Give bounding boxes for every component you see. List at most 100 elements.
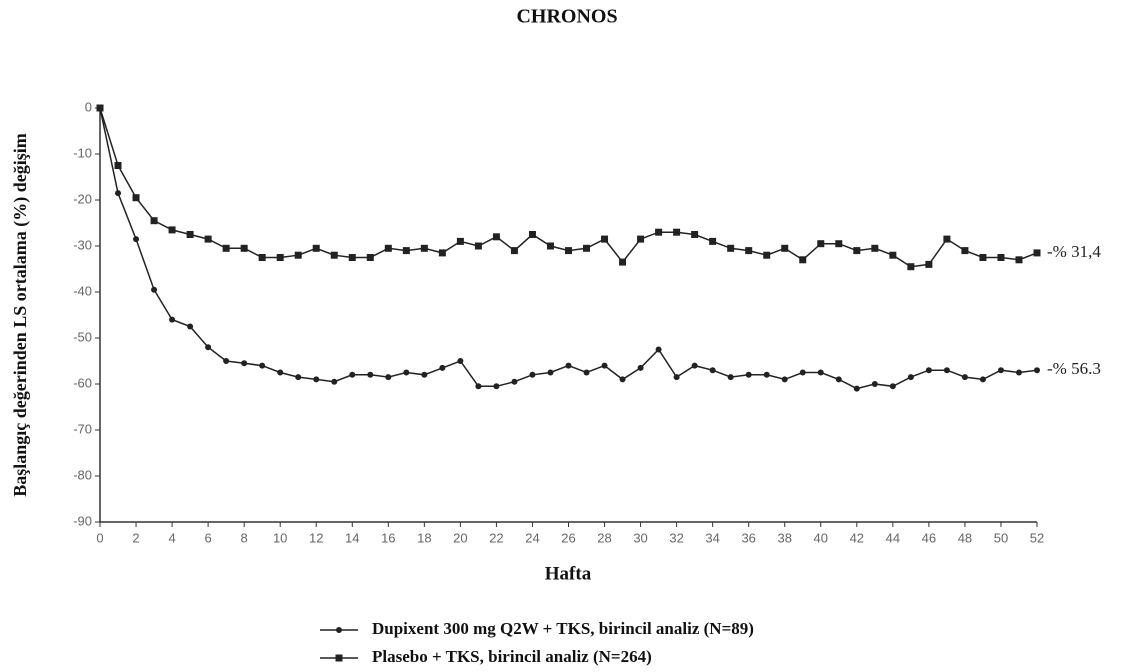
marker — [853, 247, 861, 255]
marker — [619, 258, 627, 266]
marker — [1015, 256, 1023, 264]
marker — [961, 374, 968, 381]
marker — [475, 383, 482, 390]
x-tick-label: 4 — [168, 530, 175, 545]
marker — [510, 247, 518, 255]
marker — [943, 235, 951, 243]
marker — [889, 383, 896, 390]
y-tick-label: -90 — [73, 513, 92, 528]
marker — [456, 237, 464, 245]
marker — [745, 371, 752, 378]
marker — [763, 251, 771, 259]
y-tick-label: -70 — [73, 421, 92, 436]
marker — [420, 244, 428, 252]
marker — [799, 256, 807, 264]
marker — [438, 249, 446, 257]
marker — [673, 374, 680, 381]
marker — [132, 194, 140, 202]
marker — [907, 374, 914, 381]
marker — [961, 247, 969, 255]
marker — [817, 240, 825, 248]
marker — [403, 369, 410, 376]
marker — [943, 367, 950, 374]
marker — [871, 244, 879, 252]
legend-label: Plasebo + TKS, birincil analiz (N=264) — [372, 647, 652, 666]
marker — [673, 228, 681, 236]
x-tick-label: 48 — [958, 530, 972, 545]
marker — [619, 376, 626, 383]
marker — [925, 367, 932, 374]
marker — [421, 371, 428, 378]
x-tick-label: 24 — [525, 530, 539, 545]
x-tick-label: 40 — [814, 530, 828, 545]
x-tick-label: 38 — [777, 530, 791, 545]
marker — [348, 254, 356, 261]
marker — [727, 374, 734, 381]
marker — [168, 226, 176, 234]
marker — [781, 244, 789, 252]
marker — [312, 244, 320, 252]
marker — [529, 371, 536, 378]
marker — [241, 360, 248, 367]
marker — [547, 369, 554, 376]
x-tick-label: 30 — [633, 530, 647, 545]
marker — [277, 369, 284, 376]
marker — [871, 381, 878, 387]
marker — [204, 235, 212, 243]
marker — [817, 369, 824, 376]
marker — [240, 244, 248, 252]
x-tick-label: 8 — [241, 530, 248, 545]
x-tick-label: 6 — [204, 530, 211, 545]
marker — [1015, 369, 1022, 376]
marker — [1033, 249, 1041, 257]
marker — [565, 362, 572, 369]
x-tick-label: 50 — [994, 530, 1008, 545]
end-label: -% 56.3 — [1047, 359, 1101, 378]
marker — [997, 254, 1005, 261]
x-tick-label: 2 — [132, 530, 139, 545]
marker — [907, 263, 915, 271]
marker — [349, 371, 356, 378]
marker — [709, 367, 716, 374]
marker — [258, 254, 266, 261]
x-tick-label: 36 — [741, 530, 755, 545]
marker — [853, 385, 860, 392]
marker — [997, 367, 1004, 374]
marker — [474, 242, 482, 250]
marker — [799, 369, 806, 376]
marker — [385, 374, 392, 381]
y-tick-label: 0 — [85, 99, 92, 114]
x-axis-label: Hafta — [545, 563, 592, 584]
x-tick-label: 16 — [381, 530, 395, 545]
marker — [889, 251, 897, 259]
y-tick-label: -10 — [73, 145, 92, 160]
marker — [402, 247, 410, 255]
marker — [583, 244, 591, 252]
series-line — [99, 107, 1038, 268]
marker — [493, 383, 500, 390]
marker — [223, 358, 230, 364]
marker — [150, 217, 158, 225]
marker — [745, 247, 753, 255]
marker — [727, 244, 735, 252]
marker — [384, 244, 392, 252]
y-tick-label: -50 — [73, 329, 92, 344]
x-tick-label: 22 — [489, 530, 503, 545]
marker — [835, 240, 843, 248]
end-label: -% 31,4 — [1047, 242, 1101, 261]
marker — [439, 364, 446, 371]
marker — [1034, 367, 1040, 374]
x-tick-label: 46 — [922, 530, 936, 545]
marker — [691, 231, 699, 238]
marker — [565, 247, 572, 255]
marker — [205, 344, 212, 351]
x-tick-label: 52 — [1030, 530, 1044, 545]
y-axis-label: Başlangıç değerinden LS ortalama (%) değ… — [10, 133, 31, 497]
marker — [169, 316, 176, 323]
legend-marker — [335, 654, 343, 662]
marker — [835, 376, 842, 383]
marker — [115, 190, 122, 197]
marker — [187, 323, 194, 330]
marker — [511, 378, 518, 385]
